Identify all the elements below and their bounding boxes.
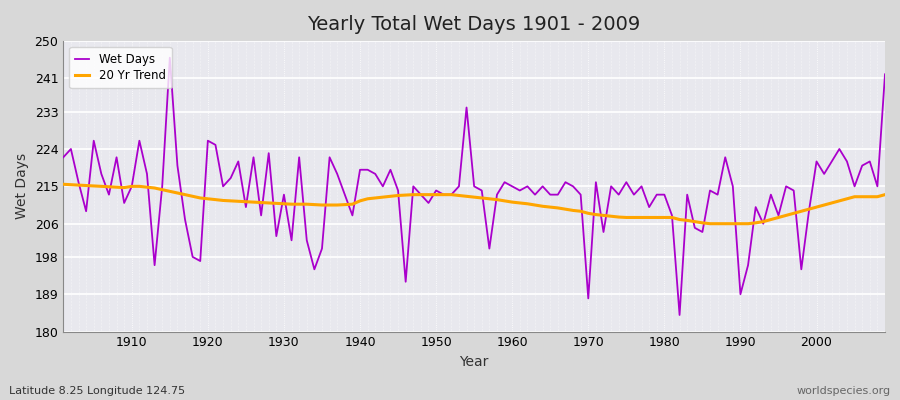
Title: Yearly Total Wet Days 1901 - 2009: Yearly Total Wet Days 1901 - 2009 — [308, 15, 641, 34]
20 Yr Trend — [507, 200, 517, 204]
20 Yr Trend — [286, 202, 297, 206]
20 Yr Trend — [119, 185, 130, 190]
Wet Days — [674, 312, 685, 317]
20 Yr Trend — [705, 221, 716, 226]
Y-axis label: Wet Days: Wet Days — [15, 153, 29, 220]
Legend: Wet Days, 20 Yr Trend: Wet Days, 20 Yr Trend — [69, 47, 172, 88]
Wet Days — [165, 55, 176, 60]
Wet Days — [58, 155, 68, 160]
20 Yr Trend — [598, 213, 609, 218]
Wet Days — [515, 188, 526, 193]
20 Yr Trend — [332, 203, 343, 208]
Line: 20 Yr Trend: 20 Yr Trend — [63, 184, 885, 224]
20 Yr Trend — [58, 182, 68, 187]
Wet Days — [879, 72, 890, 77]
Text: worldspecies.org: worldspecies.org — [796, 386, 891, 396]
20 Yr Trend — [879, 192, 890, 197]
Wet Days — [507, 184, 517, 189]
Wet Days — [339, 192, 350, 197]
Wet Days — [119, 200, 130, 205]
Wet Days — [293, 155, 304, 160]
Wet Days — [606, 184, 616, 189]
Line: Wet Days: Wet Days — [63, 58, 885, 315]
Text: Latitude 8.25 Longitude 124.75: Latitude 8.25 Longitude 124.75 — [9, 386, 185, 396]
X-axis label: Year: Year — [460, 355, 489, 369]
20 Yr Trend — [500, 198, 510, 203]
